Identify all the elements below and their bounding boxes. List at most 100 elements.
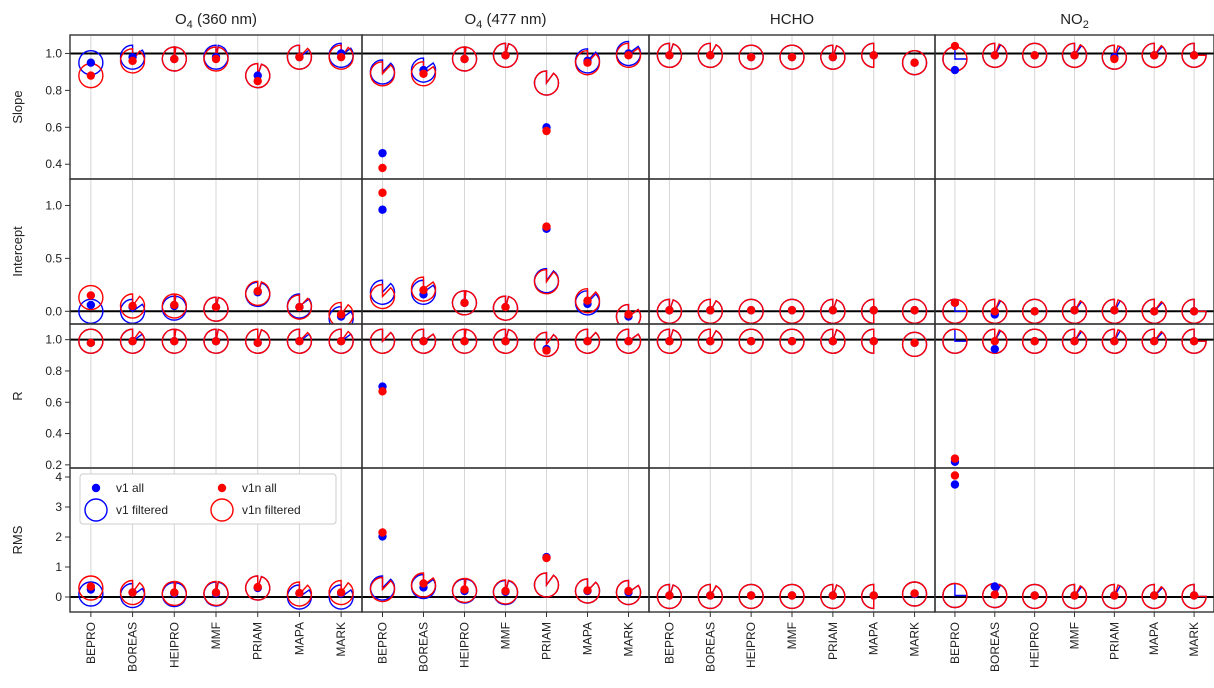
legend-label: v1n all [242,481,277,495]
v1n-all-dot [787,591,797,600]
y-tick-label: 0.2 [45,458,62,472]
panel [361,34,650,180]
panel-content [649,324,935,468]
panels [69,34,1214,613]
v1-all-dot [86,58,96,67]
v1n-all-dot [665,337,674,346]
v1n-filtered-ring [901,298,928,324]
v1n-all-dot [378,188,387,197]
v1n-filtered-ring [78,328,104,354]
v1n-all-dot [1150,591,1159,600]
v1n-all-dot [170,300,179,310]
v1n-all-dot [624,51,633,60]
v1n-all-dot [624,310,633,319]
column-title-main: O [465,11,477,28]
v1n-filtered-ring [451,290,478,316]
y-tick-label: 1.0 [45,333,62,347]
x-tick-label: PRIAM [540,622,554,660]
column-title-subscript: 4 [187,19,193,31]
v1n-all-dot [128,301,137,311]
panel [361,467,650,613]
v1n-filtered-ring [615,328,642,354]
v1-filtered-ring [161,581,188,608]
row-label: RMS [10,525,25,554]
v1-filtered-ring [369,279,396,305]
v1n-filtered-ring [286,328,313,354]
panel [934,467,1214,613]
v1n-filtered-ring [779,583,805,610]
x-tick-label: PRIAM [1107,622,1121,660]
x-tick-label: PRIAM [251,622,265,660]
y-tick-label: 3 [55,500,62,514]
v1-filtered-ring [78,581,104,607]
v1n-all-dot [253,76,262,86]
v1-filtered-ring [203,44,229,70]
y-tick-label: 1 [55,560,62,574]
v1n-all-dot [336,310,346,319]
y-tick-label: 0.0 [45,304,62,318]
v1n-filtered-ring [738,44,764,70]
column-title: NO2 [1060,11,1089,31]
v1n-all-dot [665,591,674,600]
v1n-all-dot [86,291,96,300]
v1n-filtered-ring [1101,328,1128,354]
v1n-filtered-ring [451,328,478,354]
v1n-all-dot [1110,337,1119,346]
v1n-all-dot [253,582,262,592]
row-label: Intercept [10,226,25,277]
panel-content [649,468,935,612]
v1n-all-dot [990,51,999,60]
v1n-filtered-ring [1061,42,1088,68]
panel [69,34,363,180]
legend-label: v1 filtered [116,503,168,517]
v1n-all-dot [583,586,592,595]
v1n-filtered-ring [78,62,104,89]
v1n-all-dot [828,337,838,346]
column-title-suffix: (360 nm) [193,11,257,28]
v1n-all-dot [501,51,510,60]
v1n-all-dot [542,553,551,563]
v1n-all-dot [950,298,960,308]
v1n-filtered-ring [779,328,805,354]
v1n-all-dot [170,54,179,64]
v1n-all-dot [665,51,674,60]
v1n-all-dot [419,337,428,346]
x-tick-label: BOREAS [703,622,717,672]
v1n-filtered-ring [615,579,642,606]
y-tick-label: 4 [55,470,62,484]
x-tick-label: MARK [622,622,636,657]
v1-filtered-ring [78,49,104,76]
panel [934,34,1214,180]
v1n-all-dot [869,337,878,346]
v1n-filtered-ring [982,582,1008,609]
panel-content [70,324,362,468]
v1n-all-dot [1030,51,1039,60]
x-tick-label: BOREAS [988,622,1002,672]
v1n-filtered-ring [161,328,188,354]
panel-content [70,179,362,324]
v1n-filtered-ring [161,46,188,72]
v1n-all-dot [170,337,179,346]
v1n-filtered-ring [982,328,1008,354]
x-tick-label: MARK [908,622,922,657]
v1n-filtered-ring [615,303,642,324]
v1n-all-dot [86,71,96,80]
v1n-filtered-ring [574,328,601,354]
v1n-filtered-ring [203,296,229,322]
legend-label: v1n filtered [242,503,301,517]
v1n-all-dot [460,298,469,308]
v1n-filtered-ring [533,331,560,358]
v1n-all-dot [990,590,999,599]
v1n-filtered-ring [615,42,642,68]
v1n-all-dot [128,588,137,597]
v1n-all-dot [746,591,756,600]
v1n-filtered-ring [738,583,764,610]
v1n-all-dot [583,337,592,346]
v1n-filtered-ring [861,298,875,324]
v1n-filtered-ring [328,328,354,354]
v1n-filtered-ring [738,298,764,324]
v1n-all-dot [624,337,633,346]
v1n-filtered-ring [203,46,229,72]
panel-content [362,468,649,612]
x-tick-label: MMF [209,622,223,649]
